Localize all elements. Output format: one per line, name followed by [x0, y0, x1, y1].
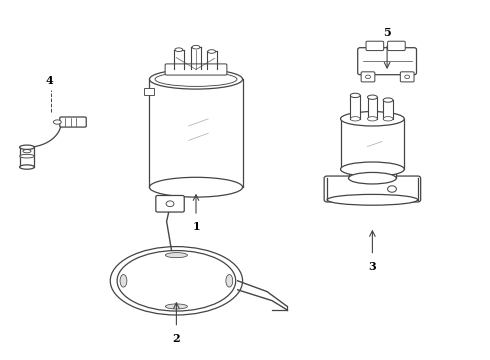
Ellipse shape [388, 186, 396, 192]
FancyBboxPatch shape [149, 79, 243, 187]
Ellipse shape [110, 247, 243, 315]
FancyBboxPatch shape [156, 195, 184, 212]
Ellipse shape [20, 165, 34, 169]
FancyBboxPatch shape [324, 176, 420, 202]
FancyBboxPatch shape [20, 147, 34, 167]
FancyBboxPatch shape [165, 64, 227, 75]
Ellipse shape [348, 172, 396, 184]
Ellipse shape [405, 75, 410, 79]
Ellipse shape [383, 117, 393, 121]
FancyBboxPatch shape [368, 97, 377, 119]
Ellipse shape [117, 251, 236, 311]
FancyBboxPatch shape [348, 169, 396, 178]
Ellipse shape [368, 95, 377, 99]
FancyBboxPatch shape [358, 48, 416, 75]
FancyBboxPatch shape [60, 117, 86, 127]
Ellipse shape [350, 117, 360, 121]
FancyBboxPatch shape [144, 88, 154, 95]
Ellipse shape [120, 274, 127, 287]
Text: 1: 1 [192, 221, 200, 233]
Ellipse shape [208, 50, 216, 53]
FancyBboxPatch shape [350, 95, 360, 119]
Ellipse shape [175, 48, 183, 51]
Ellipse shape [226, 274, 233, 287]
FancyBboxPatch shape [341, 119, 404, 169]
FancyBboxPatch shape [361, 72, 375, 82]
Text: 3: 3 [368, 261, 376, 272]
FancyBboxPatch shape [327, 178, 417, 200]
Ellipse shape [23, 150, 31, 153]
Ellipse shape [327, 194, 417, 205]
Text: 4: 4 [45, 75, 53, 86]
Ellipse shape [155, 72, 237, 86]
FancyBboxPatch shape [400, 72, 414, 82]
Ellipse shape [165, 304, 187, 309]
Ellipse shape [53, 120, 61, 124]
Ellipse shape [368, 117, 377, 121]
Ellipse shape [166, 201, 174, 207]
Ellipse shape [165, 253, 187, 258]
Ellipse shape [383, 98, 393, 102]
Ellipse shape [350, 93, 360, 98]
FancyBboxPatch shape [388, 41, 405, 51]
Ellipse shape [20, 145, 34, 149]
Ellipse shape [149, 177, 243, 197]
Ellipse shape [366, 75, 370, 79]
Ellipse shape [192, 45, 200, 49]
Ellipse shape [149, 69, 243, 89]
FancyBboxPatch shape [383, 100, 393, 119]
FancyBboxPatch shape [366, 41, 384, 51]
Ellipse shape [20, 154, 34, 158]
Ellipse shape [341, 112, 404, 126]
Text: 2: 2 [172, 333, 180, 344]
Ellipse shape [341, 162, 404, 176]
Text: 5: 5 [383, 27, 391, 38]
